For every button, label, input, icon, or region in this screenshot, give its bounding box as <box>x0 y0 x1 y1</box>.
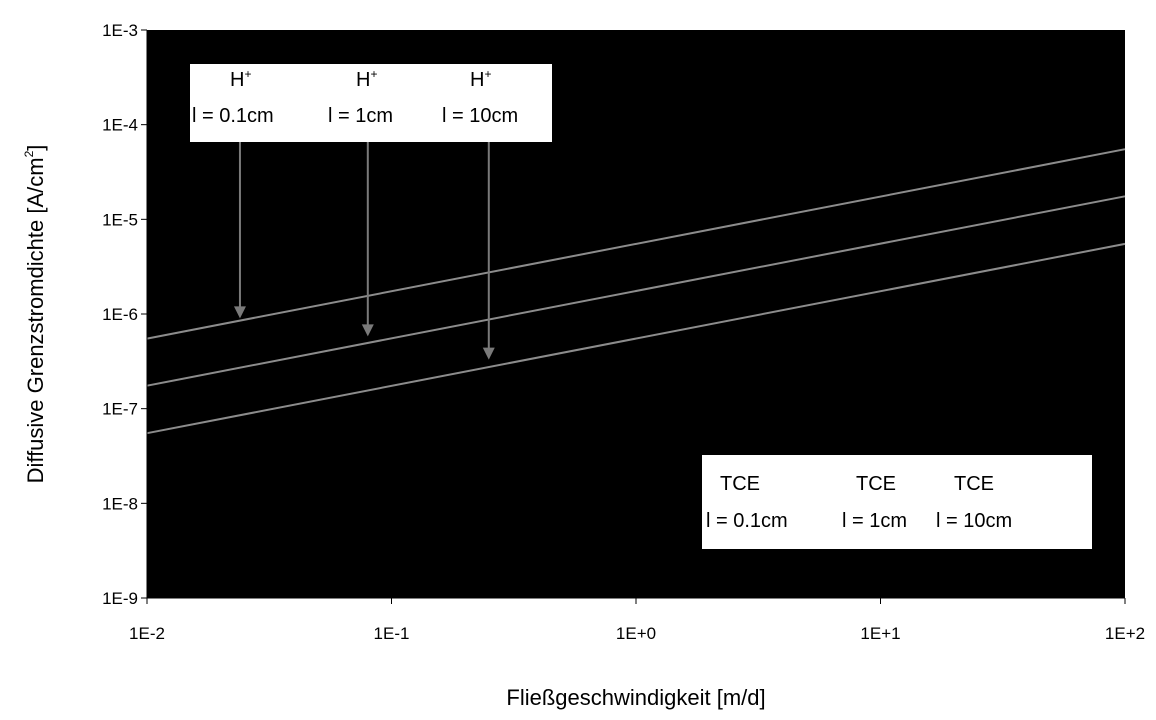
series-lines <box>146 148 1126 435</box>
h-length-2: l = 1cm <box>328 105 393 127</box>
y-axis-title-sup: 2 <box>22 150 36 157</box>
series-line-3 <box>146 242 1126 435</box>
x-tick-label: 1E+0 <box>616 624 656 643</box>
x-axis-title: Fließgeschwindigkeit [m/d] <box>506 685 765 710</box>
h-arrow-head-3 <box>482 347 495 360</box>
h-length-1: l = 0.1cm <box>192 105 274 127</box>
y-axis-title-tail: ] <box>23 145 48 151</box>
x-tick-label: 1E+1 <box>860 624 900 643</box>
x-tick-label: 1E+2 <box>1105 624 1145 643</box>
h-arrow-head-2 <box>361 324 374 337</box>
tce-length-3: l = 10cm <box>936 510 1012 532</box>
h-arrows <box>233 142 495 360</box>
series-line-1 <box>146 148 1126 340</box>
tce-length-2: l = 1cm <box>842 510 907 532</box>
tce-label-2: TCE <box>856 473 896 495</box>
tce-label-1: TCE <box>720 473 760 495</box>
h-label-1: H+ <box>230 67 251 91</box>
tce-label-3: TCE <box>954 473 994 495</box>
h-label-2: H+ <box>356 67 377 91</box>
tce-length-1: l = 0.1cm <box>706 510 788 532</box>
y-tick-label: 1E-5 <box>102 210 138 229</box>
y-axis-title: Diffusive Grenzstromdichte [A/cm2] <box>22 145 48 484</box>
h-arrow-head-1 <box>233 306 246 319</box>
h-length-3: l = 10cm <box>442 105 518 127</box>
tce-annotation-box <box>702 455 1092 549</box>
x-ticks: 1E-2 1E-1 1E+0 1E+1 1E+2 <box>129 598 1145 643</box>
y-tick-label: 1E-6 <box>102 305 138 324</box>
y-tick-label: 1E-9 <box>102 589 138 608</box>
y-tick-label: 1E-4 <box>102 116 138 135</box>
x-tick-label: 1E-1 <box>374 624 410 643</box>
x-tick-label: 1E-2 <box>129 624 165 643</box>
y-axis-title-main: Diffusive Grenzstromdichte [A/cm <box>23 157 48 483</box>
h-annotation-box <box>190 64 552 142</box>
series-line-2 <box>146 195 1126 387</box>
y-tick-label: 1E-3 <box>102 21 138 40</box>
h-label-3: H+ <box>470 67 491 91</box>
y-tick-label: 1E-8 <box>102 494 138 513</box>
y-tick-label: 1E-7 <box>102 400 138 419</box>
y-ticks: 1E-9 1E-8 1E-7 1E-6 1E-5 1E-4 1E-3 <box>102 21 147 608</box>
